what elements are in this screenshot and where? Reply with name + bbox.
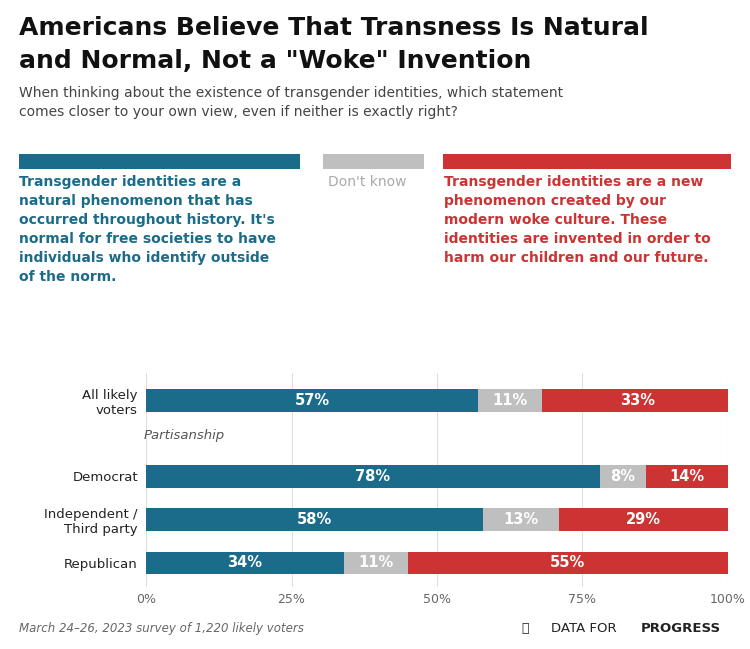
Text: 11%: 11%	[358, 556, 394, 570]
Text: 14%: 14%	[669, 469, 704, 484]
Text: 📊: 📊	[521, 622, 529, 635]
Bar	[146, 552, 344, 574]
Bar	[408, 552, 728, 574]
Text: 57%: 57%	[294, 393, 329, 408]
Bar	[146, 508, 483, 531]
Text: 13%: 13%	[503, 512, 538, 527]
Text: 78%: 78%	[356, 469, 391, 484]
Text: 34%: 34%	[227, 556, 262, 570]
Bar	[478, 389, 542, 411]
Text: 29%: 29%	[626, 512, 661, 527]
Bar	[483, 508, 559, 531]
Text: PROGRESS: PROGRESS	[641, 622, 722, 635]
Text: 8%: 8%	[610, 469, 635, 484]
Bar	[646, 465, 728, 487]
Text: Transgender identities are a new
phenomenon created by our
modern woke culture. : Transgender identities are a new phenome…	[444, 175, 711, 265]
Text: Don't know: Don't know	[328, 175, 406, 190]
Text: and Normal, Not a "Woke" Invention: and Normal, Not a "Woke" Invention	[19, 49, 531, 73]
Bar	[146, 465, 600, 487]
Bar	[600, 465, 646, 487]
Text: 58%: 58%	[297, 512, 332, 527]
Bar	[344, 552, 408, 574]
Bar	[146, 389, 478, 411]
Text: Transgender identities are a
natural phenomenon that has
occurred throughout his: Transgender identities are a natural phe…	[19, 175, 276, 284]
Text: March 24–26, 2023 survey of 1,220 likely voters: March 24–26, 2023 survey of 1,220 likely…	[19, 622, 304, 635]
Text: 55%: 55%	[550, 556, 585, 570]
Text: DATA FOR: DATA FOR	[551, 622, 621, 635]
Text: 33%: 33%	[620, 393, 655, 408]
Text: Americans Believe That Transness Is Natural: Americans Believe That Transness Is Natu…	[19, 16, 648, 40]
Text: Partisanship: Partisanship	[143, 429, 224, 442]
Bar	[542, 389, 734, 411]
Bar	[559, 508, 728, 531]
Text: 11%: 11%	[492, 393, 527, 408]
Text: When thinking about the existence of transgender identities, which statement
com: When thinking about the existence of tra…	[19, 86, 562, 119]
